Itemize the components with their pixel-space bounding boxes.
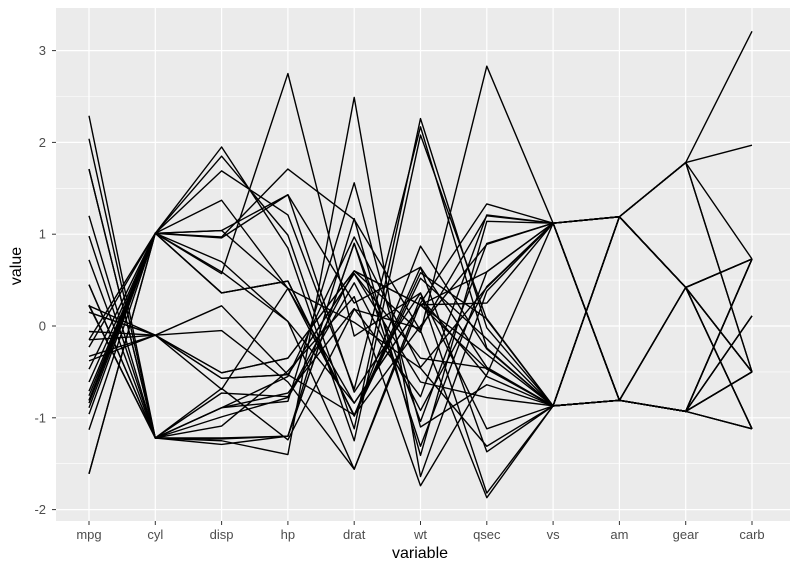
series-lines (88, 31, 753, 499)
y-axis-title: value (8, 247, 25, 285)
series-line (88, 199, 753, 416)
x-tick-label: carb (739, 527, 764, 542)
x-tick-labels: mpg cyl disp hp drat wt qsec vs am gear carb (76, 521, 765, 542)
x-tick-label: cyl (147, 527, 163, 542)
y-tick-labels: -2 -1 0 1 2 3 (34, 43, 56, 517)
y-tick-label: 3 (39, 43, 46, 58)
x-tick-label: qsec (473, 527, 501, 542)
x-tick-label: wt (413, 527, 427, 542)
x-tick-label: am (610, 527, 628, 542)
x-tick-label: vs (547, 527, 561, 542)
x-tick-label: disp (210, 527, 234, 542)
x-tick-label: drat (343, 527, 366, 542)
y-tick-label: 2 (39, 135, 46, 150)
y-tick-label: -1 (34, 410, 46, 425)
x-tick-label: gear (673, 527, 700, 542)
x-axis-title: variable (392, 545, 448, 562)
x-tick-label: hp (281, 527, 295, 542)
x-tick-label: mpg (76, 527, 101, 542)
plot-panel (56, 8, 790, 521)
y-tick-label: 0 (39, 319, 46, 334)
series-line (88, 216, 753, 439)
y-tick-label: 1 (39, 227, 46, 242)
y-tick-label: -2 (34, 502, 46, 517)
series-line (88, 31, 753, 494)
